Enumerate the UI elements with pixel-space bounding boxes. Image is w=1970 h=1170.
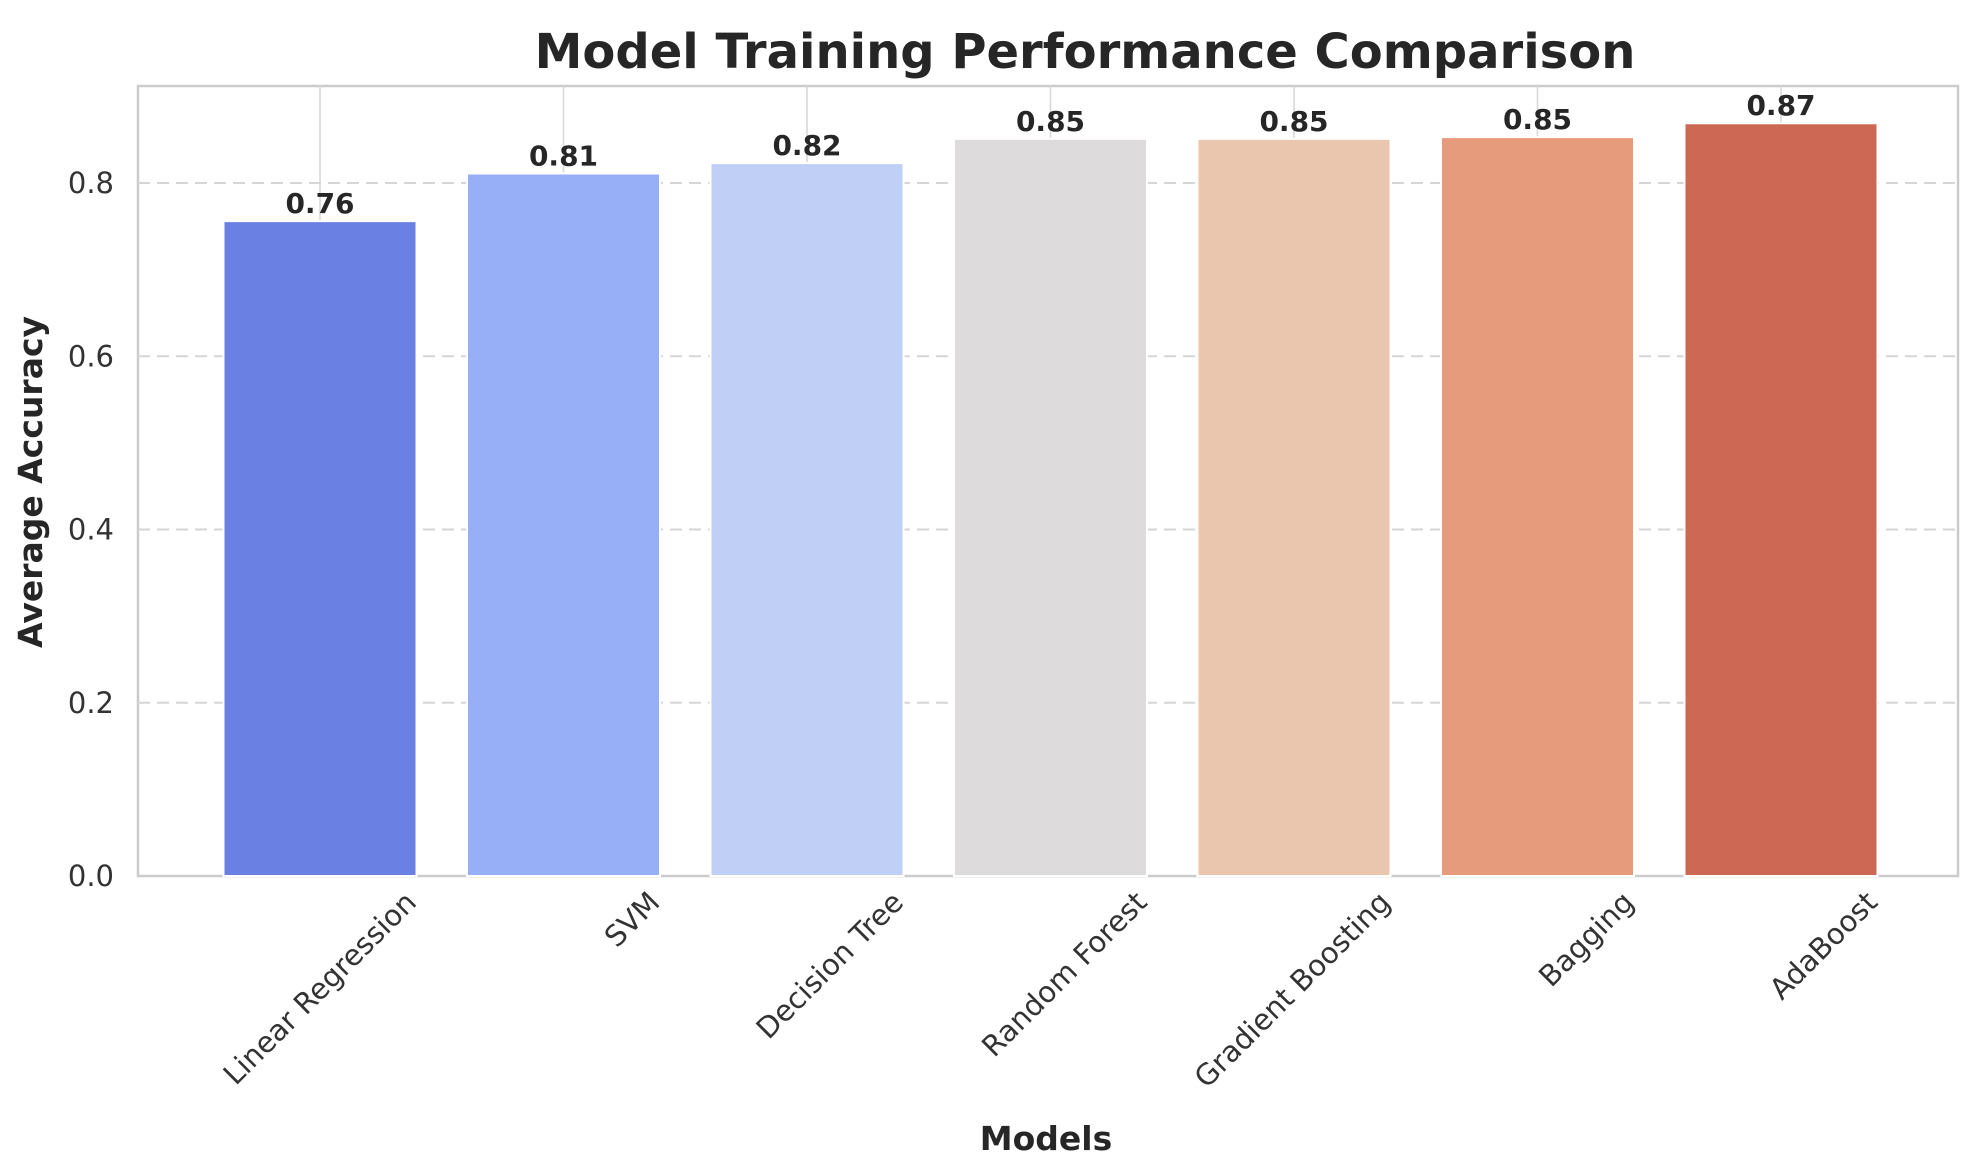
bar [1440, 136, 1635, 877]
bar-value-label: 0.87 [1746, 89, 1815, 122]
x-tick-label: Bagging [1532, 885, 1640, 993]
x-tick-label: SVM [598, 885, 667, 954]
bar-value-label: 0.85 [1503, 103, 1572, 136]
value-labels: 0.76 0.81 0.82 0.85 0.85 0.85 0.87 [285, 89, 1815, 220]
bar-value-label: 0.82 [772, 129, 841, 162]
y-tick-label: 0.6 [68, 339, 114, 373]
x-tick-label: Linear Regression [216, 885, 422, 1091]
bar [466, 172, 661, 878]
bar [953, 137, 1148, 877]
y-tick-label: 0.4 [68, 513, 114, 547]
bar [709, 162, 905, 877]
bar-value-label: 0.76 [285, 187, 354, 220]
bars [222, 122, 1879, 878]
x-tick-label: AdaBoost [1763, 885, 1884, 1006]
x-tick-label: Random Forest [975, 885, 1153, 1063]
x-tick-label: Gradient Boosting [1188, 885, 1397, 1094]
y-axis-label: Average Accuracy [11, 316, 50, 648]
chart-title: Model Training Performance Comparison [535, 24, 1636, 80]
y-axis-ticks: 0.0 0.2 0.4 0.6 0.8 [68, 166, 114, 893]
bar-value-label: 0.85 [1259, 105, 1328, 138]
y-tick-label: 0.8 [68, 166, 114, 200]
y-tick-label: 0.2 [68, 686, 114, 720]
bar [1196, 137, 1392, 877]
x-axis-label: Models [980, 1119, 1112, 1158]
bar-value-label: 0.81 [529, 139, 598, 172]
bar [1683, 122, 1879, 878]
bar-value-label: 0.85 [1016, 105, 1085, 138]
y-tick-label: 0.0 [68, 859, 114, 893]
x-axis-ticks: Linear Regression SVM Decision Tree Random … [216, 885, 1883, 1094]
bar [222, 220, 418, 877]
x-tick-label: Decision Tree [749, 885, 910, 1046]
